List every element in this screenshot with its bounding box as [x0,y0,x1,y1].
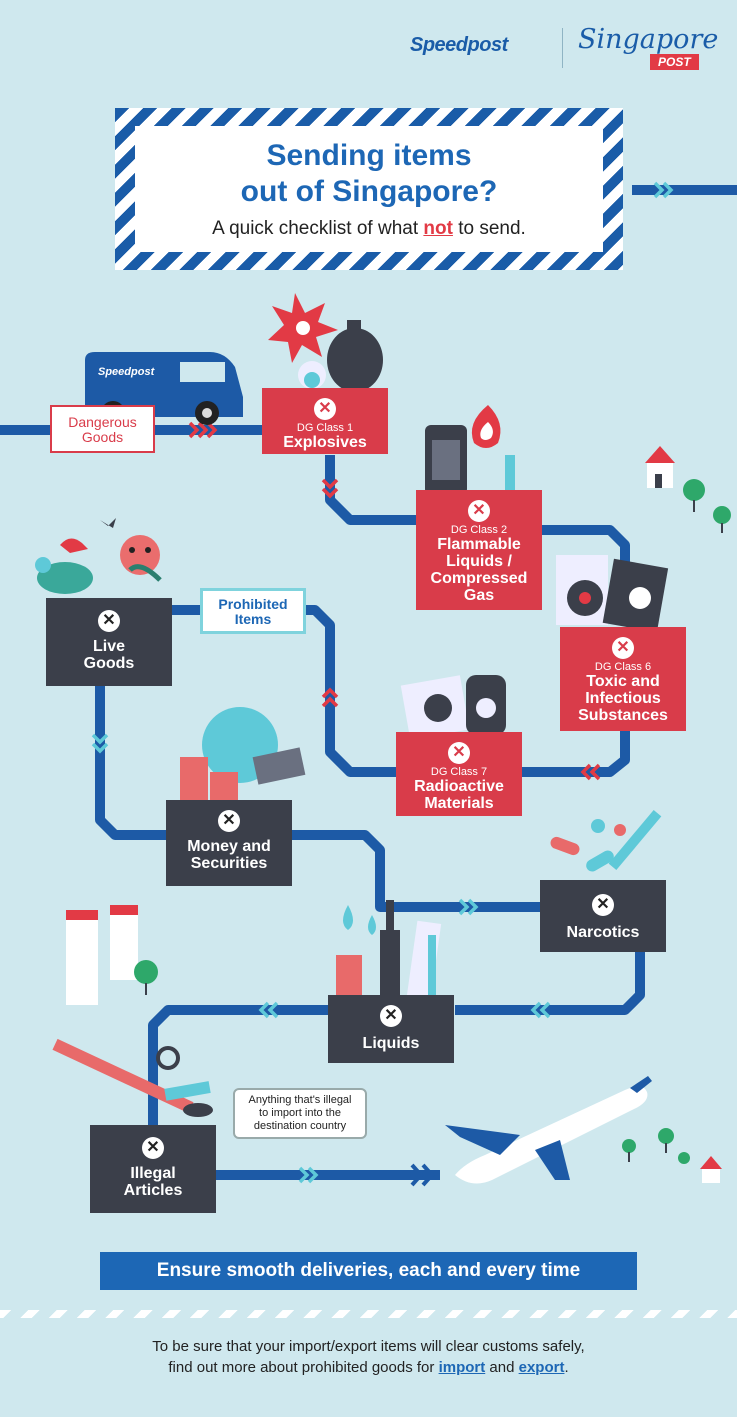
dg-class-2-box: ✕ DG Class 2 Flammable Liquids / Compres… [416,490,542,610]
post-badge: POST [650,54,699,70]
smooth-deliveries-banner: Ensure smooth deliveries, each and every… [100,1252,637,1290]
prohibited-items-tag: Prohibited Items [200,588,306,634]
scenery [66,446,731,1183]
illegal-note-bubble: Anything that's illegal to import into th… [233,1088,367,1139]
toxic-illustration [556,555,669,633]
liquids-illustration [336,900,442,999]
narcotics-illustration [550,809,662,872]
import-link[interactable]: import [438,1359,486,1376]
speedpost-logo: Speedpost [410,34,508,56]
dangerous-goods-tag: Dangerous Goods [50,405,155,453]
flammable-illustration [425,405,515,495]
x-icon: ✕ [314,398,336,420]
x-icon: ✕ [592,894,614,916]
title-card: Sending items out of Singapore? A quick … [135,126,603,252]
dg-class-7-box: ✕ DG Class 7 Radioactive Materials [396,732,522,816]
dashed-divider [0,1310,737,1318]
airplane-illustration [445,1076,652,1184]
money-illustration [180,707,306,802]
van-label: Speedpost [98,366,155,378]
page-title: Sending items out of Singapore? [240,139,498,208]
x-icon: ✕ [142,1137,164,1159]
x-icon: ✕ [380,1005,402,1027]
radioactive-illustration [400,675,506,740]
money-securities-box: ✕ Money and Securities [166,800,292,886]
x-icon: ✕ [448,742,470,764]
x-icon: ✕ [612,637,634,659]
narcotics-box: ✕ Narcotics [540,880,666,952]
x-icon: ✕ [98,610,120,632]
x-icon: ✕ [468,500,490,522]
x-icon: ✕ [218,810,240,832]
explosives-illustration [268,293,383,392]
live-goods-illustration [35,518,162,594]
page-subtitle: A quick checklist of what not to send. [212,218,526,239]
logo-divider [562,28,563,68]
live-goods-box: ✕ Live Goods [46,598,172,686]
illegal-articles-illustration [52,1038,213,1117]
not-highlight: not [423,218,453,239]
liquids-box: ✕ Liquids [328,995,454,1063]
illegal-articles-box: ✕ Illegal Articles [90,1125,216,1213]
export-link[interactable]: export [518,1359,565,1376]
dg-class-1-box: ✕ DG Class 1 Explosives [262,388,388,454]
footer-note: To be sure that your import/export items… [152,1338,585,1376]
singapore-post-logo: Singapore [578,24,719,55]
dg-class-6-box: ✕ DG Class 6 Toxic and Infectious Substa… [560,627,686,731]
